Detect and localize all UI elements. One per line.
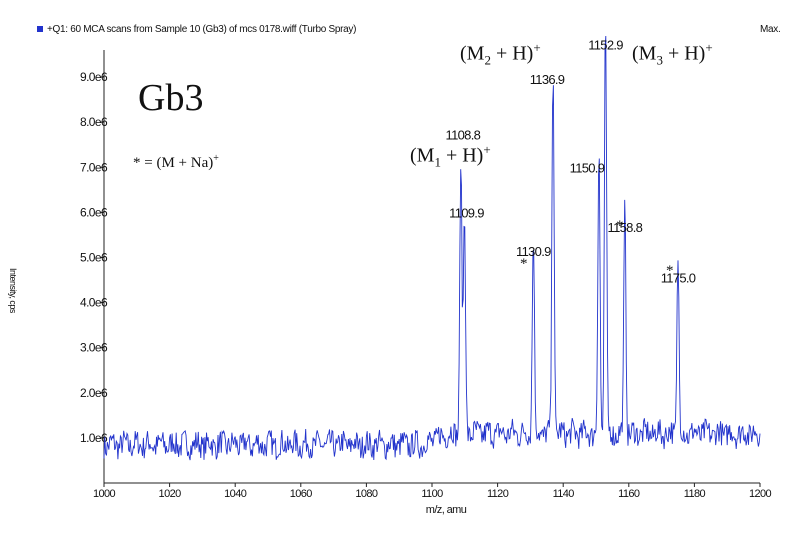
peak-label: 1152.9 [588, 38, 623, 53]
peak-label: 1108.8 [446, 127, 481, 142]
x-tick-label: 1200 [749, 488, 772, 500]
x-tick-label: 1020 [159, 488, 182, 500]
y-tick-label: 4.0e6 [80, 296, 108, 310]
y-tick-label: 8.0e6 [80, 115, 108, 129]
x-tick-label: 1120 [487, 488, 509, 500]
x-tick-label: 1140 [553, 488, 575, 500]
spectrum-trace [103, 35, 761, 461]
max-label: Max. [760, 24, 781, 35]
peak-label: 1158.8 [608, 220, 643, 235]
y-tick-label: 5.0e6 [80, 250, 108, 264]
y-tick-label: 1.0e6 [80, 431, 108, 445]
peak-label: 1109.9 [449, 205, 484, 220]
x-tick-label: 1180 [684, 488, 706, 500]
y-tick-label: 9.0e6 [80, 70, 108, 84]
m2-ion-label: (M2 + H)+ [460, 40, 541, 68]
sodium-adduct-note: * = (M + Na)+ [133, 153, 219, 171]
scan-title: +Q1: 60 MCA scans from Sample 10 (Gb3) o… [47, 24, 357, 35]
sodium-star-1130: * [520, 256, 528, 272]
m1-ion-label: (M1 + H)+ [410, 142, 491, 170]
x-axis-label: m/z, amu [426, 504, 467, 516]
x-tick-label: 1080 [355, 488, 378, 500]
x-tick-label: 1040 [224, 488, 247, 500]
x-tick-label: 1100 [421, 488, 443, 500]
peak-label: 1130.9 [516, 244, 551, 259]
peak-label: 1136.9 [530, 72, 565, 87]
y-tick-label: 3.0e6 [80, 341, 108, 355]
y-tick-label: 7.0e6 [80, 160, 108, 174]
peak-label: 1175.0 [661, 271, 696, 286]
x-tick-label: 1000 [93, 488, 116, 500]
peak-label: 1150.9 [570, 160, 605, 175]
sodium-star-1175: * [666, 263, 674, 279]
x-tick-label: 1060 [290, 488, 313, 500]
compound-label: Gb3 [138, 77, 204, 119]
series-color-square [37, 26, 43, 32]
sodium-star-1158: * [616, 218, 624, 234]
m3-ion-label: (M3 + H)+ [632, 40, 713, 68]
y-tick-label: 6.0e6 [80, 205, 108, 219]
y-tick-label: 2.0e6 [80, 386, 108, 400]
x-tick-label: 1160 [618, 488, 640, 500]
